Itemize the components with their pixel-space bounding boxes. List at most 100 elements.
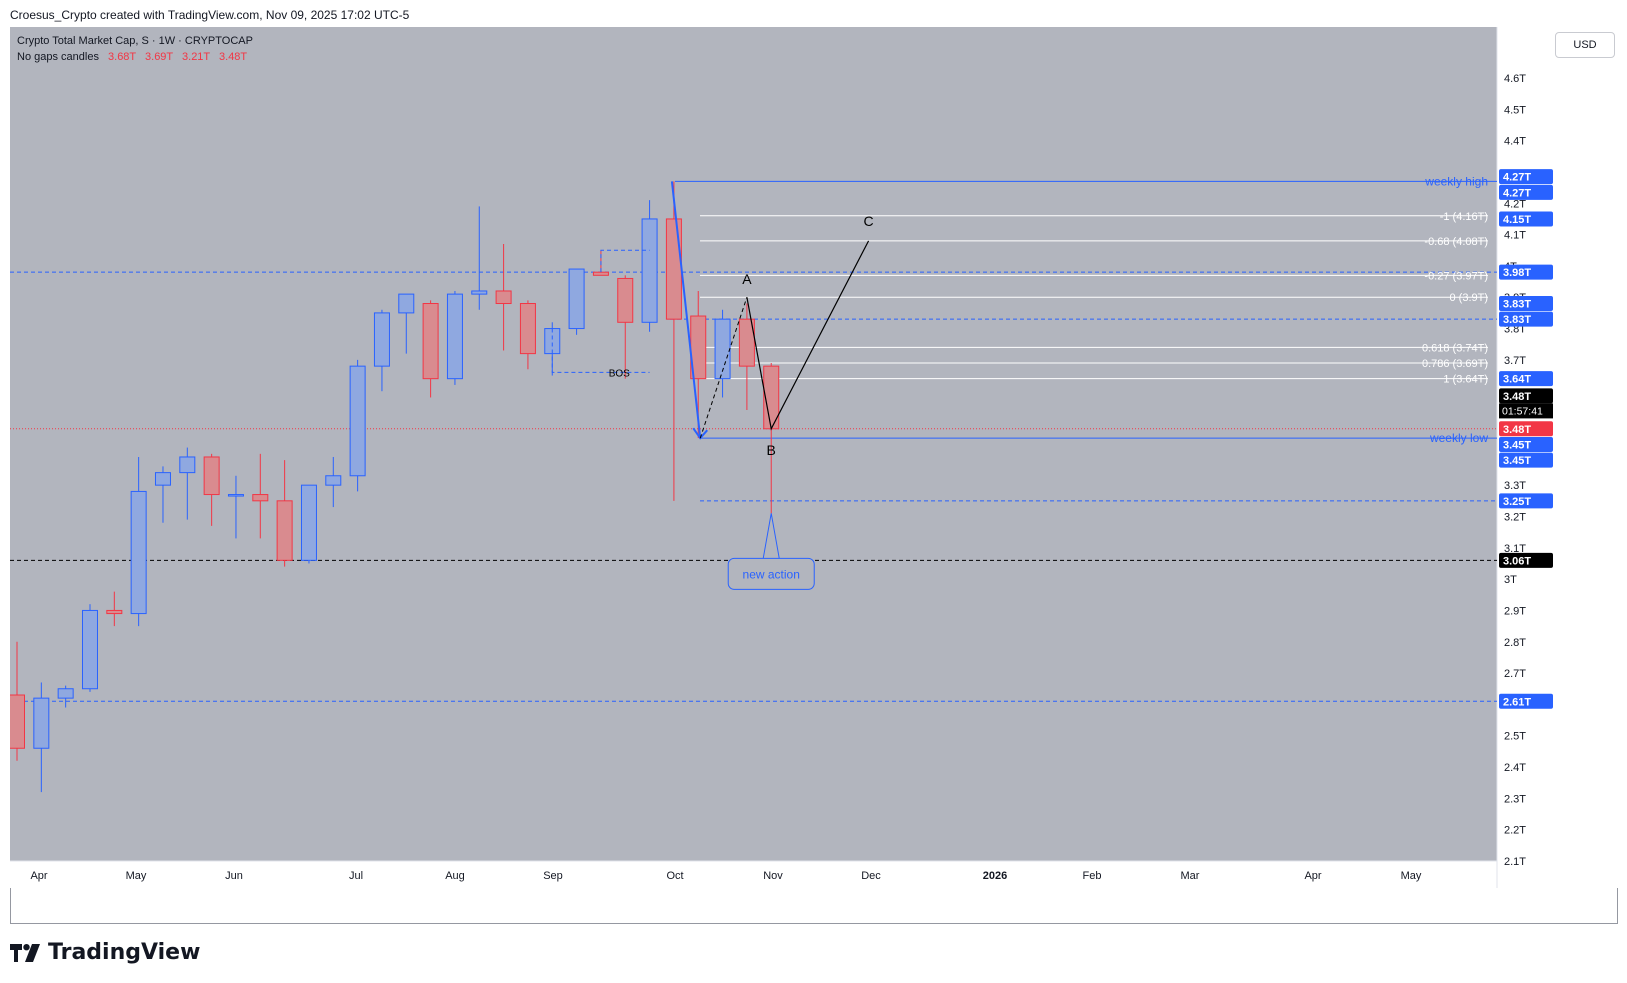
candle-body[interactable] bbox=[446, 293, 463, 380]
range-marker-line bbox=[600, 249, 650, 273]
candle-body[interactable] bbox=[276, 500, 293, 561]
price-axis-tick: 2.3T bbox=[1504, 793, 1526, 805]
fib-level-label: -1 (4.16T) bbox=[1440, 211, 1488, 223]
price-label-text: 3.45T bbox=[1503, 455, 1531, 467]
price-axis-tick: 4.4T bbox=[1504, 136, 1526, 148]
price-label-text: 4.27T bbox=[1503, 187, 1531, 199]
candle-body[interactable] bbox=[519, 303, 536, 355]
candle-body[interactable] bbox=[641, 218, 658, 323]
fib-level-label: -0.68 (4.08T) bbox=[1424, 236, 1488, 248]
price-axis-tick: 2.7T bbox=[1504, 668, 1526, 680]
chart-subtitle: No gaps candles 3.68T 3.69T 3.21T 3.48T bbox=[17, 51, 247, 63]
time-axis-tick: Oct bbox=[666, 870, 683, 882]
plot-background bbox=[10, 27, 1497, 861]
price-label bbox=[1499, 211, 1553, 227]
price-label bbox=[1499, 421, 1553, 437]
candle-body[interactable] bbox=[227, 494, 244, 497]
price-axis-tick: 4.6T bbox=[1504, 73, 1526, 85]
candle-body[interactable] bbox=[471, 290, 488, 295]
price-label bbox=[1499, 552, 1553, 568]
time-axis-tick: Nov bbox=[763, 870, 783, 882]
price-axis-tick: 4.5T bbox=[1504, 104, 1526, 116]
countdown-text: 01:57:41 bbox=[1502, 405, 1543, 417]
price-label bbox=[1499, 493, 1553, 509]
wave-a-label: A bbox=[742, 271, 752, 287]
price-label-text: 3.64T bbox=[1503, 374, 1531, 386]
candle-body[interactable] bbox=[738, 318, 755, 367]
bos-line bbox=[551, 328, 650, 373]
time-axis-background bbox=[10, 861, 1497, 888]
price-label-text: 3.83T bbox=[1503, 299, 1531, 311]
candle-body[interactable] bbox=[154, 472, 171, 486]
ohlc-high: 3.69T bbox=[145, 51, 173, 63]
weekly-low-label: weekly low bbox=[1429, 431, 1488, 445]
fib-level-label: 0.618 (3.74T) bbox=[1422, 342, 1488, 354]
price-axis-tick: 3.3T bbox=[1504, 480, 1526, 492]
price-axis-tick: 3.2T bbox=[1504, 511, 1526, 523]
currency-button[interactable]: USD bbox=[1555, 32, 1615, 58]
ohlc-open: 3.68T bbox=[108, 51, 136, 63]
candle-body[interactable] bbox=[398, 293, 415, 314]
time-axis-tick: Aug bbox=[445, 870, 465, 882]
candle-body[interactable] bbox=[300, 484, 317, 561]
chart-attribution: Croesus_Crypto created with TradingView.… bbox=[10, 8, 410, 22]
ohlc-low: 3.21T bbox=[182, 51, 210, 63]
price-chart[interactable]: -1 (4.16T) -0.68 (4.08T) -0.27 (3.97T) 0 (3… bbox=[10, 27, 1618, 924]
time-axis-tick: May bbox=[126, 870, 147, 882]
fib-level-label: 0 (3.9T) bbox=[1449, 292, 1488, 304]
candle-body[interactable] bbox=[617, 277, 634, 323]
candle-body[interactable] bbox=[130, 490, 147, 615]
price-label bbox=[1499, 169, 1553, 185]
candle-body[interactable] bbox=[179, 456, 196, 474]
callout-text: new action bbox=[743, 567, 800, 581]
callout-box[interactable] bbox=[727, 557, 815, 590]
candle-body[interactable] bbox=[592, 271, 609, 276]
price-axis-tick: 2.4T bbox=[1504, 762, 1526, 774]
candle-body[interactable] bbox=[373, 312, 390, 367]
wave-b-label: B bbox=[767, 442, 776, 458]
time-axis-tick: 2026 bbox=[983, 870, 1007, 882]
price-axis-tick: 2.8T bbox=[1504, 637, 1526, 649]
price-axis-tick: 2.5T bbox=[1504, 731, 1526, 743]
tradingview-logo[interactable]: TradingView bbox=[10, 940, 200, 965]
candle-type-label: No gaps candles bbox=[17, 51, 99, 63]
price-axis-tick: 4.2T bbox=[1504, 198, 1526, 210]
candle-body[interactable] bbox=[422, 303, 439, 380]
time-axis-tick: Jun bbox=[225, 870, 243, 882]
time-axis-tick: May bbox=[1401, 870, 1422, 882]
price-label-text: 3.48T bbox=[1503, 424, 1531, 436]
price-label bbox=[1499, 388, 1553, 404]
price-axis-tick: 2.9T bbox=[1504, 605, 1526, 617]
price-label-text: 4.27T bbox=[1503, 172, 1531, 184]
abc-projection-path bbox=[746, 240, 870, 431]
time-axis-tick: Jul bbox=[349, 870, 363, 882]
candle-body[interactable] bbox=[568, 268, 585, 330]
price-label bbox=[1499, 311, 1553, 327]
candle-body[interactable] bbox=[33, 697, 50, 749]
fib-level-label: 1 (3.64T) bbox=[1443, 374, 1488, 386]
candle-body[interactable] bbox=[10, 694, 25, 749]
price-label-text: 3.25T bbox=[1503, 496, 1531, 508]
candle-body[interactable] bbox=[252, 494, 269, 502]
time-axis-tick: Dec bbox=[861, 870, 881, 882]
candle-body[interactable] bbox=[665, 218, 682, 320]
candle-body[interactable] bbox=[349, 365, 366, 477]
price-label-text: 3.98T bbox=[1503, 267, 1531, 279]
candle-body[interactable] bbox=[81, 609, 98, 690]
candle-body[interactable] bbox=[495, 290, 512, 305]
ohlc-close: 3.48T bbox=[219, 51, 247, 63]
candle-body[interactable] bbox=[57, 688, 74, 699]
weekly-high-label: weekly high bbox=[1424, 174, 1488, 188]
price-axis-tick: 3.1T bbox=[1504, 543, 1526, 555]
countdown-label bbox=[1499, 403, 1553, 419]
fib-level-label: 0.786 (3.69T) bbox=[1422, 358, 1488, 370]
candle-body[interactable] bbox=[203, 456, 220, 496]
price-label bbox=[1499, 693, 1553, 709]
price-label bbox=[1499, 452, 1553, 468]
price-axis-tick: 3.7T bbox=[1504, 355, 1526, 367]
candle-body[interactable] bbox=[106, 609, 123, 615]
price-label bbox=[1499, 436, 1553, 452]
candle-body[interactable] bbox=[325, 475, 342, 486]
fib-level-label: -0.27 (3.97T) bbox=[1424, 270, 1488, 282]
price-axis-tick: 2.1T bbox=[1504, 856, 1526, 868]
